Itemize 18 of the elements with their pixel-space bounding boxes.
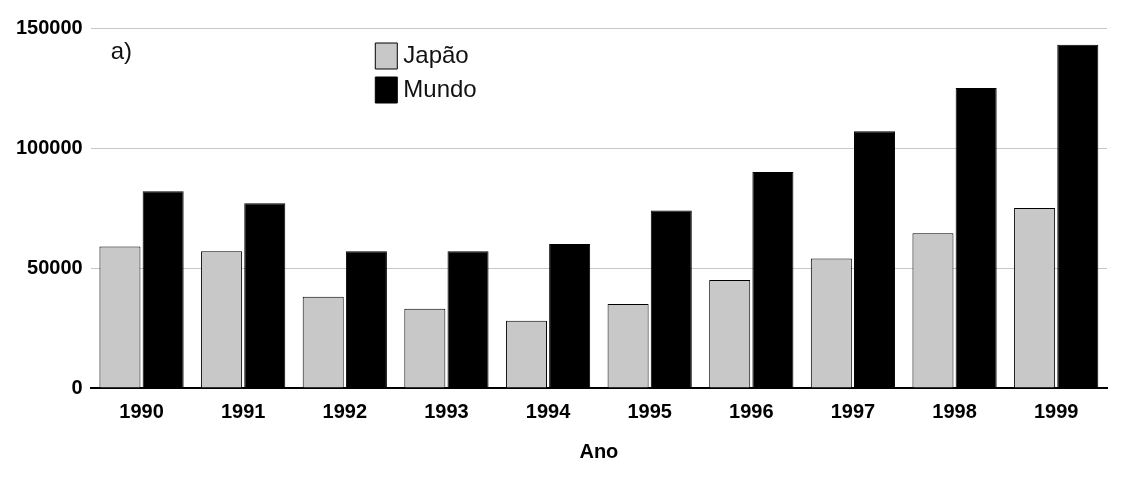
legend-label: Japão [403,40,469,68]
y-tick-label: 0 [71,375,83,398]
x-tick-label: 1992 [322,399,368,422]
legend-label: Mundo [403,74,477,102]
x-tick-label: 1994 [525,399,572,422]
x-tick-label: 1991 [220,399,266,422]
x-tick-label: 1995 [627,399,672,422]
x-tick-label: 1997 [830,399,876,422]
x-tick-label: 1990 [119,399,164,422]
x-tick-label: 1999 [1033,399,1079,422]
x-axis-title: Ano [579,439,619,462]
y-tick-label: 50000 [27,255,83,278]
y-tick-label: 100000 [15,135,83,158]
y-tick-label: 150000 [15,15,83,38]
annotation: a) [110,36,133,64]
x-tick-label: 1996 [729,399,774,422]
x-tick-label: 1993 [424,399,469,422]
x-tick-label: 1998 [932,399,977,422]
